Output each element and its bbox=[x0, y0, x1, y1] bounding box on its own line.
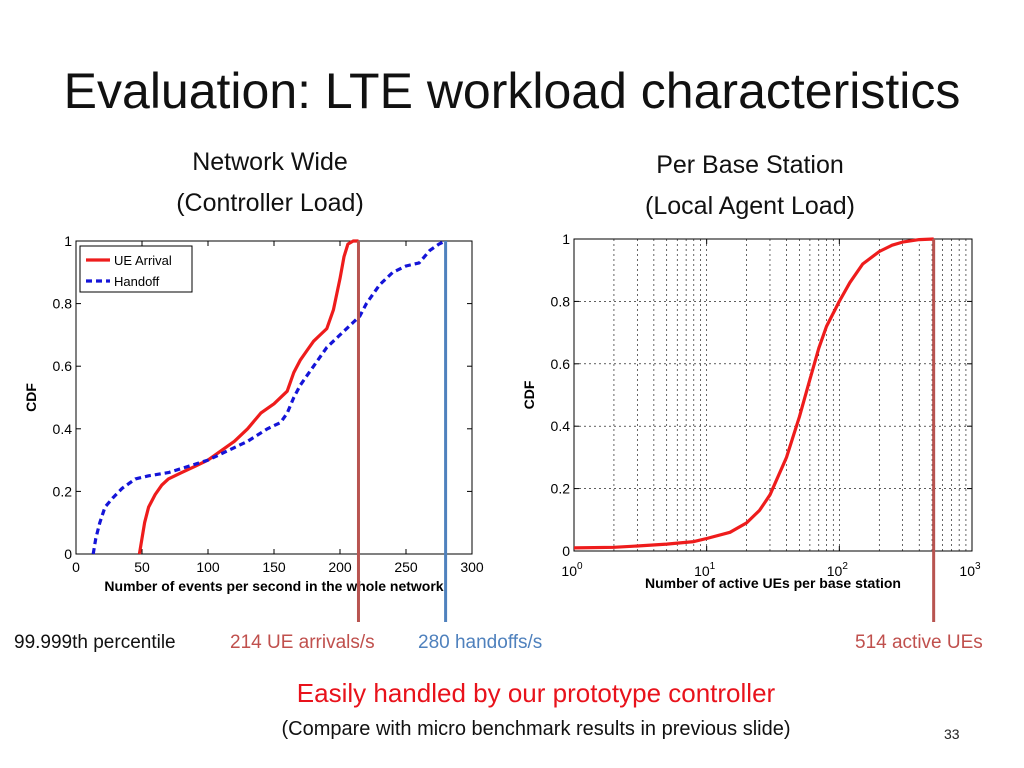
y-tick-label: 0.4 bbox=[551, 418, 571, 434]
left-subtitle-line-2: (Controller Load) bbox=[176, 189, 364, 217]
x-tick-label: 100 bbox=[196, 559, 220, 575]
y-tick-label: 0.2 bbox=[551, 481, 571, 497]
y-tick-label: 1 bbox=[64, 233, 72, 249]
x-tick-label: 50 bbox=[134, 559, 150, 575]
y-tick-label: 0 bbox=[64, 546, 72, 562]
y-tick-label: 0 bbox=[562, 543, 570, 559]
percentile-label: 99.999th percentile bbox=[14, 632, 176, 653]
slide-title: Evaluation: LTE workload characteristics bbox=[63, 63, 961, 119]
right-subtitle-line-2: (Local Agent Load) bbox=[645, 192, 855, 220]
active-ues-note: 514 active UEs bbox=[855, 632, 983, 653]
left-chart-subtitle: Network Wide (Controller Load) bbox=[110, 142, 430, 224]
legend: UE Arrival Handoff bbox=[79, 245, 193, 293]
per-base-station-cdf-chart: 0 0.2 0.4 0.6 0.8 1 100 101 102 103 Number of acti… bbox=[521, 231, 981, 622]
right-chart-subtitle: Per Base Station (Local Agent Load) bbox=[590, 145, 910, 227]
series-ue-arrival-line bbox=[137, 239, 359, 555]
left-subtitle-line-1: Network Wide bbox=[192, 148, 348, 176]
axes-frame bbox=[573, 238, 973, 552]
y-tick-label: 0.2 bbox=[53, 483, 73, 499]
x-tick-label: 250 bbox=[394, 559, 418, 575]
compare-note: (Compare with micro benchmark results in… bbox=[281, 718, 791, 740]
x-tick-label: 200 bbox=[328, 559, 352, 575]
x-tick-label: 103 bbox=[959, 561, 981, 579]
x-axis-label: Number of events per second in the whole… bbox=[104, 578, 443, 594]
x-axis-label: Number of active UEs per base station bbox=[645, 575, 901, 591]
y-tick-label: 0.4 bbox=[53, 421, 73, 437]
series-handoff-line bbox=[91, 239, 447, 555]
handoffs-note: 280 handoffs/s bbox=[418, 632, 543, 653]
x-tick-label: 100 bbox=[561, 561, 583, 579]
x-tick-label: 300 bbox=[460, 559, 484, 575]
legend-label: Handoff bbox=[114, 274, 160, 289]
grid bbox=[574, 238, 972, 552]
x-tick-label: 101 bbox=[694, 561, 716, 579]
x-tick-label: 102 bbox=[827, 561, 849, 579]
right-subtitle-line-1: Per Base Station bbox=[656, 151, 844, 179]
network-wide-cdf-chart: 0 0.2 0.4 0.6 0.8 1 0 50 100 150 200 250 300 Number o… bbox=[23, 233, 484, 622]
y-tick-label: 0.6 bbox=[53, 358, 73, 374]
x-tick-label: 150 bbox=[262, 559, 286, 575]
series-cdf-line bbox=[573, 237, 934, 550]
legend-box bbox=[79, 245, 193, 293]
page-number: 33 bbox=[944, 726, 960, 742]
y-axis-label: CDF bbox=[521, 380, 537, 409]
y-tick-label: 0.6 bbox=[551, 356, 571, 372]
legend-label: UE Arrival bbox=[114, 253, 172, 268]
y-tick-label: 0.8 bbox=[551, 293, 571, 309]
highlight-message: Easily handled by our prototype controll… bbox=[296, 678, 776, 708]
x-tick-label: 0 bbox=[72, 559, 80, 575]
ue-arrivals-note: 214 UE arrivals/s bbox=[230, 632, 375, 653]
y-axis-label: CDF bbox=[23, 383, 39, 412]
y-tick-label: 1 bbox=[562, 231, 570, 247]
y-tick-label: 0.8 bbox=[53, 296, 73, 312]
